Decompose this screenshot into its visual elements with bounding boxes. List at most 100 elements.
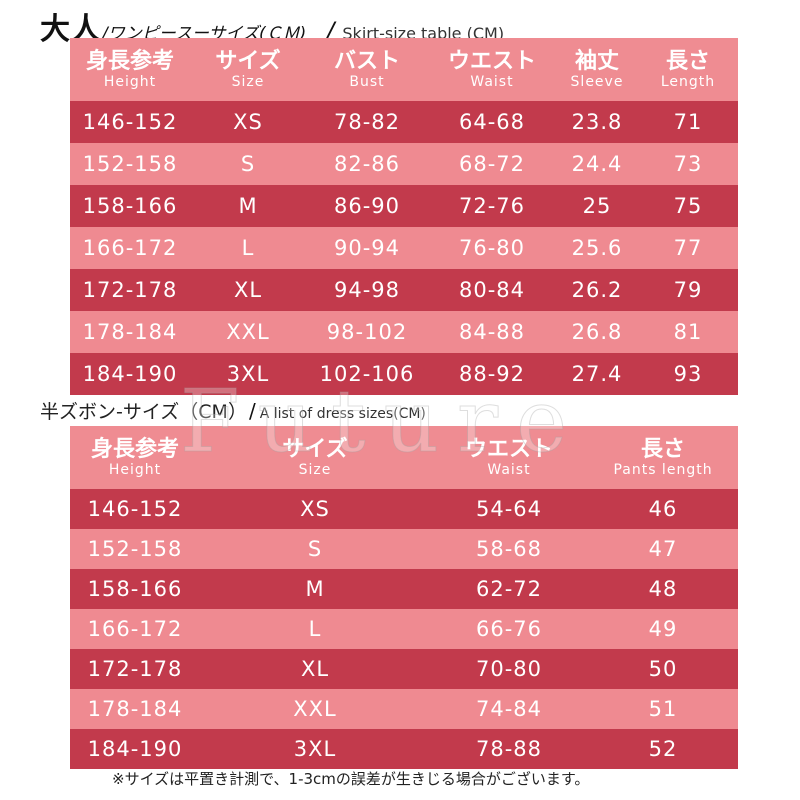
length-cell: 75 — [673, 194, 703, 218]
pants-length-cell: 48 — [648, 577, 678, 601]
height-cell: 166-172 — [87, 617, 183, 641]
sleeve-cell: 26.2 — [571, 278, 623, 302]
header-en: Waist — [470, 74, 514, 90]
dress-size-header-row: 身長参考 Height サイズ Size バスト Bust ウエスト Waist 袖丈 S… — [70, 38, 738, 101]
height-cell: 184-190 — [82, 362, 178, 386]
pants-length-cell: 49 — [648, 617, 678, 641]
sleeve-cell: 24.4 — [571, 152, 623, 176]
pants-title: 半ズボン-サイズ（CM） — [40, 401, 247, 423]
header-en: Waist — [487, 462, 531, 478]
waist-cell: 62-72 — [475, 577, 543, 601]
waist-cell: 74-84 — [475, 697, 543, 721]
pants-length-cell: 46 — [648, 497, 678, 521]
header-pants-length: 長さ Pants length — [588, 426, 738, 489]
table-row: 146-152 XS 78-82 64-68 23.8 71 — [70, 101, 738, 143]
header-height: 身長参考 Height — [70, 38, 190, 101]
table-row: 152-158 S 58-68 47 — [70, 529, 738, 569]
height-cell: 166-172 — [82, 236, 178, 260]
header-jp: 袖丈 — [574, 49, 619, 74]
header-jp: サイズ — [282, 437, 348, 462]
height-cell: 184-190 — [87, 737, 183, 761]
size-cell: L — [241, 236, 255, 260]
header-waist: ウエスト Waist — [430, 426, 588, 489]
pants-length-cell: 51 — [648, 697, 678, 721]
header-jp: ウエスト — [447, 49, 536, 74]
header-bust: バスト Bust — [306, 38, 428, 101]
table-row: 178-184 XXL 74-84 51 — [70, 689, 738, 729]
height-cell: 172-178 — [82, 278, 178, 302]
header-size: サイズ Size — [200, 426, 430, 489]
table-row: 184-190 3XL 102-106 88-92 27.4 93 — [70, 353, 738, 395]
size-cell: XXL — [293, 697, 337, 721]
table-row: 152-158 S 82-86 68-72 24.4 73 — [70, 143, 738, 185]
bust-cell: 86-90 — [333, 194, 401, 218]
header-en: Pants length — [613, 462, 713, 478]
table-row: 158-166 M 86-90 72-76 25 75 — [70, 185, 738, 227]
bust-cell: 98-102 — [326, 320, 408, 344]
waist-cell: 58-68 — [475, 537, 543, 561]
sleeve-cell: 25.6 — [571, 236, 623, 260]
waist-cell: 80-84 — [458, 278, 526, 302]
table-row: 146-152 XS 54-64 46 — [70, 489, 738, 529]
header-en: Height — [103, 74, 157, 90]
size-cell: XL — [233, 278, 263, 302]
length-cell: 81 — [673, 320, 703, 344]
size-cell: S — [240, 152, 256, 176]
dress-size-title: 大人 /ワンピースーサイズ(ＣＭ) / Skirt-size table (CM… — [40, 4, 504, 47]
title-slash: / — [326, 17, 335, 45]
height-cell: 152-158 — [87, 537, 183, 561]
length-cell: 77 — [673, 236, 703, 260]
waist-cell: 68-72 — [458, 152, 526, 176]
size-cell: 3XL — [293, 737, 337, 761]
size-cell: M — [305, 577, 325, 601]
waist-cell: 54-64 — [475, 497, 543, 521]
pants-size-body: 146-152 XS 54-64 46 152-158 S 58-68 47 158-166 M 6… — [70, 489, 738, 769]
waist-cell: 72-76 — [458, 194, 526, 218]
table-row: 178-184 XXL 98-102 84-88 26.8 81 — [70, 311, 738, 353]
pants-length-cell: 52 — [648, 737, 678, 761]
waist-cell: 76-80 — [458, 236, 526, 260]
pants-english-title: A list of dress sizes(CM) — [259, 406, 426, 422]
header-en: Size — [231, 74, 265, 90]
header-en: Bust — [349, 74, 385, 90]
size-cell: 3XL — [226, 362, 270, 386]
bust-cell: 102-106 — [319, 362, 415, 386]
length-cell: 71 — [673, 110, 703, 134]
header-length: 長さ Length — [638, 38, 738, 101]
bust-cell: 82-86 — [333, 152, 401, 176]
size-cell: XS — [300, 497, 330, 521]
height-cell: 172-178 — [87, 657, 183, 681]
header-jp: ウエスト — [464, 437, 553, 462]
waist-cell: 70-80 — [475, 657, 543, 681]
length-cell: 93 — [673, 362, 703, 386]
header-size: サイズ Size — [190, 38, 306, 101]
table-row: 172-178 XL 70-80 50 — [70, 649, 738, 689]
table-row: 158-166 M 62-72 48 — [70, 569, 738, 609]
header-jp: 身長参考 — [90, 437, 179, 462]
header-sleeve: 袖丈 Sleeve — [556, 38, 638, 101]
sleeve-cell: 27.4 — [571, 362, 623, 386]
title-slash: / — [248, 399, 256, 423]
length-cell: 73 — [673, 152, 703, 176]
sleeve-cell: 25 — [582, 194, 612, 218]
size-cell: XXL — [226, 320, 270, 344]
dress-size-table: 身長参考 Height サイズ Size バスト Bust ウエスト Waist 袖丈 S… — [70, 38, 738, 395]
header-en: Size — [298, 462, 332, 478]
size-cell: XL — [300, 657, 330, 681]
bust-cell: 78-82 — [333, 110, 401, 134]
height-cell: 152-158 — [82, 152, 178, 176]
header-height: 身長参考 Height — [70, 426, 200, 489]
size-cell: M — [238, 194, 258, 218]
header-jp: 長さ — [665, 49, 710, 74]
size-cell: XS — [233, 110, 263, 134]
bust-cell: 94-98 — [333, 278, 401, 302]
waist-cell: 64-68 — [458, 110, 526, 134]
height-cell: 158-166 — [87, 577, 183, 601]
waist-cell: 84-88 — [458, 320, 526, 344]
header-en: Length — [660, 74, 716, 90]
table-row: 166-172 L 90-94 76-80 25.6 77 — [70, 227, 738, 269]
waist-cell: 66-76 — [475, 617, 543, 641]
header-en: Sleeve — [570, 74, 624, 90]
header-jp: 長さ — [640, 437, 685, 462]
header-waist: ウエスト Waist — [428, 38, 556, 101]
